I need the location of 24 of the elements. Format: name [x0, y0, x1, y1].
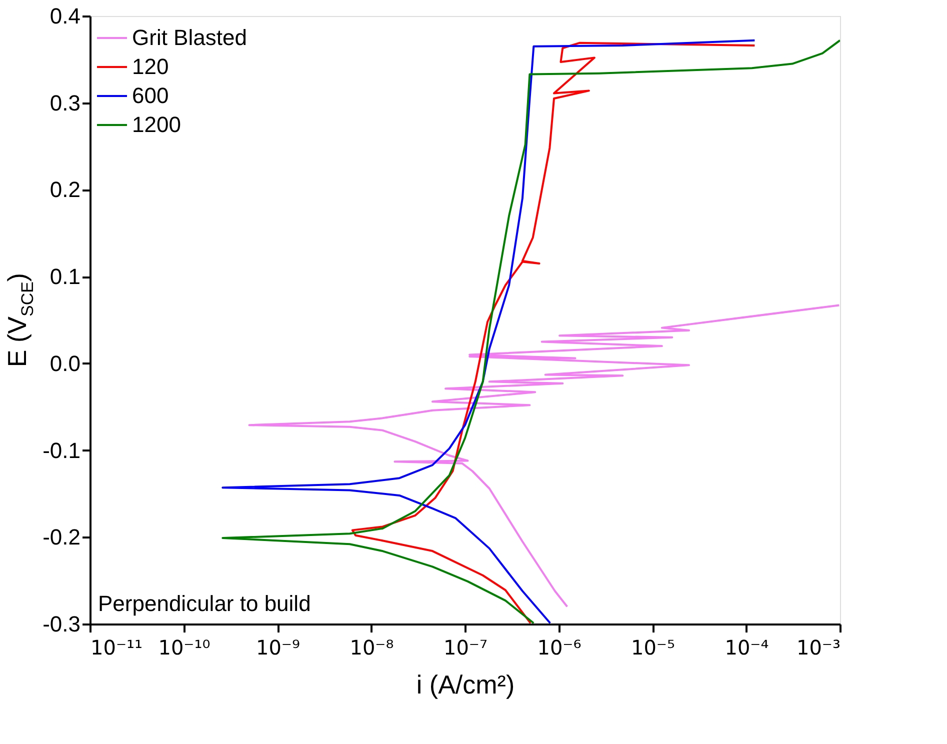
x-tick-label: 10⁻¹¹ — [90, 636, 143, 660]
y-tick-label: 0.3 — [50, 90, 80, 116]
y-tick-label: -0.1 — [42, 438, 80, 463]
legend-label: 1200 — [132, 112, 181, 137]
x-tick-label: 10⁻⁹ — [256, 636, 300, 660]
x-tick-label: 10⁻¹⁰ — [158, 636, 210, 660]
x-tick-label: 10⁻⁶ — [537, 636, 582, 660]
legend-label: 120 — [132, 54, 169, 79]
x-tick-label: 10⁻³ — [796, 636, 840, 660]
legend-label: 600 — [132, 83, 169, 108]
x-tick-label: 10⁻⁴ — [724, 636, 769, 660]
x-tick-label: 10⁻⁷ — [443, 636, 488, 660]
y-tick-label: 0.2 — [50, 177, 80, 202]
annotation: Perpendicular to build — [98, 591, 311, 616]
x-tick-label: 10⁻⁸ — [350, 636, 394, 660]
y-tick-label: 0.4 — [50, 4, 80, 28]
y-tick-label: 0.1 — [50, 264, 80, 290]
y-tick-label: 0.0 — [50, 350, 80, 376]
legend-label: Grit Blasted — [132, 25, 247, 50]
y-tick-label: -0.2 — [42, 524, 80, 550]
x-axis-title: i (A/cm²) — [416, 670, 515, 700]
y-axis-title: E (VSCE) — [2, 272, 37, 368]
x-tick-label: 10⁻⁵ — [630, 636, 676, 660]
y-tick-label: -0.3 — [42, 612, 80, 636]
